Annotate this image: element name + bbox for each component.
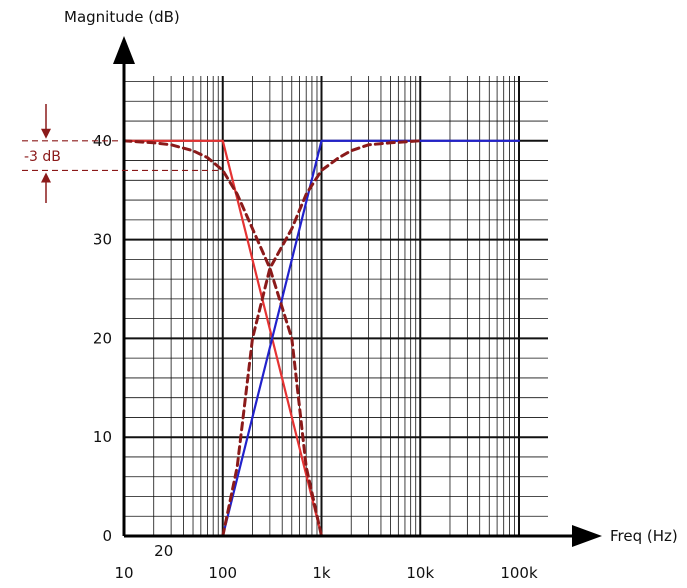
grid bbox=[124, 76, 548, 536]
y-tick-label: 0 bbox=[102, 527, 112, 545]
series-line-2 bbox=[221, 139, 521, 538]
x-tick-label: 20 bbox=[154, 542, 173, 560]
y-tick-label: 20 bbox=[93, 329, 112, 347]
plot-curves bbox=[122, 139, 521, 538]
arrow-up-icon bbox=[41, 172, 51, 183]
minus-3db-label: -3 dB bbox=[24, 149, 61, 165]
y-axis-title: Magnitude (dB) bbox=[64, 8, 180, 26]
series-line-3 bbox=[122, 139, 323, 538]
x-tick-label: 10 bbox=[114, 564, 133, 582]
y-tick-label: 30 bbox=[93, 231, 112, 249]
minus-3db-annotation: -3 dB bbox=[22, 104, 222, 203]
x-axis-arrow-icon bbox=[572, 525, 602, 547]
x-tick-label: 1k bbox=[312, 564, 331, 582]
x-tick-label: 10k bbox=[406, 564, 434, 582]
arrow-down-icon bbox=[41, 128, 51, 139]
x-tick-label: 100k bbox=[500, 564, 538, 582]
y-axis-arrow-icon bbox=[113, 36, 135, 64]
x-tick-label: 100 bbox=[208, 564, 237, 582]
x-axis-title: Freq (Hz) bbox=[610, 527, 678, 545]
series-line-1 bbox=[122, 139, 323, 538]
y-tick-label: 10 bbox=[93, 428, 112, 446]
axes bbox=[113, 36, 602, 547]
